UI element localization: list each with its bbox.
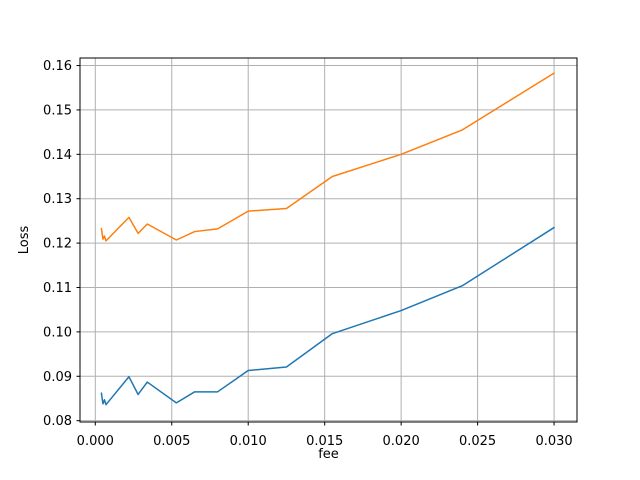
x-tick-label: 0.000 (77, 434, 114, 449)
y-tick-label: 0.14 (43, 148, 72, 163)
x-tick-label: 0.005 (153, 434, 190, 449)
y-tick-label: 0.12 (43, 237, 72, 252)
y-tick-label: 0.11 (43, 281, 72, 296)
y-tick-label: 0.13 (43, 192, 72, 207)
x-tick-label: 0.025 (459, 434, 496, 449)
y-tick-label: 0.10 (43, 325, 72, 340)
y-tick-label: 0.16 (43, 59, 72, 74)
x-tick-label: 0.020 (383, 434, 420, 449)
y-tick-label: 0.15 (43, 103, 72, 118)
y-tick-label: 0.09 (43, 370, 72, 385)
orange-line (100, 72, 555, 242)
x-tick-label: 0.030 (535, 434, 572, 449)
y-tick-label: 0.08 (43, 414, 72, 429)
blue-line (100, 226, 555, 406)
plot-border (79, 57, 578, 423)
y-axis-label: Loss (17, 226, 32, 255)
x-tick-label: 0.015 (306, 434, 343, 449)
x-axis-label: fee (318, 447, 339, 462)
x-tick-label: 0.010 (230, 434, 267, 449)
